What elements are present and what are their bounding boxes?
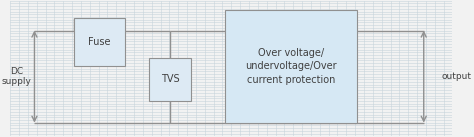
Text: DC
supply: DC supply (2, 67, 32, 86)
Text: output: output (441, 72, 472, 81)
Text: Over voltage/
undervoltage/Over
current protection: Over voltage/ undervoltage/Over current … (245, 48, 337, 85)
Bar (149, 58, 191, 101)
Text: Fuse: Fuse (89, 37, 111, 47)
Bar (225, 10, 357, 123)
Text: TVS: TVS (161, 74, 180, 84)
Bar (74, 18, 125, 66)
